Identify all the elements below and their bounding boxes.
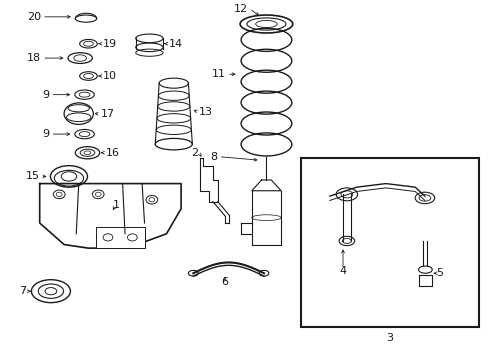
Text: 11: 11	[211, 69, 225, 79]
Text: 13: 13	[199, 107, 213, 117]
Polygon shape	[40, 184, 181, 248]
Polygon shape	[251, 180, 281, 191]
Text: 6: 6	[221, 277, 228, 287]
Bar	[96, 226, 144, 248]
Text: 12: 12	[234, 4, 248, 14]
Text: 16: 16	[106, 148, 120, 158]
Text: 5: 5	[435, 268, 442, 278]
Text: 1: 1	[113, 200, 120, 210]
Text: 10: 10	[103, 71, 117, 81]
Text: 8: 8	[210, 152, 217, 162]
Text: 9: 9	[42, 129, 49, 139]
Text: 19: 19	[103, 39, 117, 49]
Text: 18: 18	[27, 53, 41, 63]
Bar	[300, 158, 478, 327]
Text: 9: 9	[42, 90, 49, 100]
Text: 3: 3	[385, 333, 392, 343]
Text: 4: 4	[339, 266, 346, 276]
Text: 2: 2	[191, 148, 198, 158]
Text: 14: 14	[168, 39, 183, 49]
Text: 7: 7	[19, 286, 26, 296]
Text: 17: 17	[101, 109, 115, 119]
Text: 20: 20	[27, 12, 41, 22]
Text: 15: 15	[26, 171, 40, 181]
